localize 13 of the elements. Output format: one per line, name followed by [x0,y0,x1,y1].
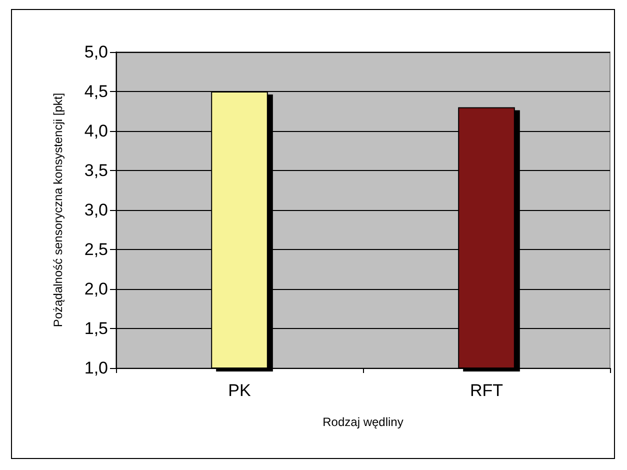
y-tick-label: 4,5 [84,82,108,101]
y-tick-label: 1,0 [84,358,108,378]
y-axis-title: Pożądalność sensoryczna konsystencji [pkt] [51,92,65,328]
y-tick-label: 2,5 [84,240,108,259]
x-tick-label: PK [228,381,252,400]
x-axis-title: Rodzaj wędliny [322,415,404,429]
y-tick-label: 5,0 [84,42,108,62]
y-tick-label: 3,5 [84,161,108,180]
y-tick-label: 2,0 [84,280,108,298]
y-tick-label: 4,0 [84,122,108,140]
y-tick-label: 3,0 [84,200,108,220]
y-tick-label: 1,5 [84,319,108,338]
x-tick-label: RFT [470,381,504,400]
